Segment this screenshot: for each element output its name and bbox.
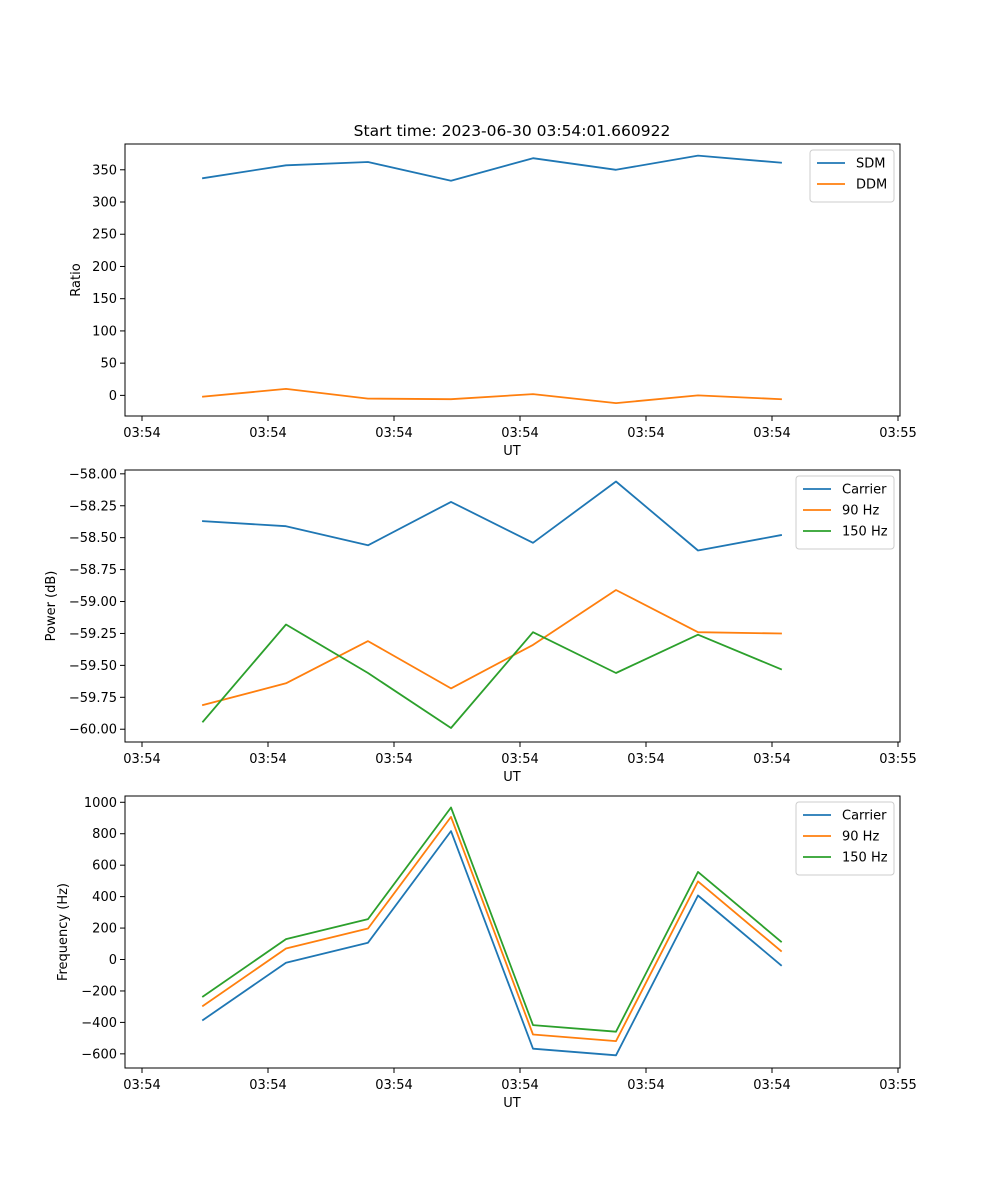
y-tick-label: 0	[109, 389, 117, 404]
y-tick-label: 0	[109, 953, 117, 968]
x-tick-label: 03:54	[249, 752, 286, 767]
x-tick-label: 03:54	[753, 426, 790, 441]
x-tick-label: 03:55	[879, 1078, 916, 1093]
y-tick-label: 400	[92, 890, 117, 905]
legend: Carrier 90 Hz 150 Hz	[795, 475, 895, 550]
series-line-2-3	[201, 623, 783, 729]
legend: Carrier 90 Hz 150 Hz	[795, 801, 895, 876]
x-tick-label: 03:54	[123, 1078, 160, 1093]
y-tick-label: 150	[92, 292, 117, 307]
y-tick-label: −60.00	[69, 723, 117, 738]
series-line-1-2	[202, 387, 782, 405]
x-axis-label: UT	[503, 1096, 521, 1111]
legend-entry: Carrier	[842, 483, 887, 498]
x-tick-label: 03:55	[879, 426, 916, 441]
x-tick-label: 03:54	[375, 1078, 412, 1093]
y-tick-label: 200	[92, 260, 117, 275]
figure-title: Start time: 2023-06-30 03:54:01.660922	[354, 122, 671, 140]
legend: SDM DDM	[809, 149, 895, 203]
legend-entry: 150 Hz	[842, 851, 888, 866]
y-tick-label: 600	[92, 859, 117, 874]
x-tick-label: 03:54	[627, 752, 664, 767]
y-tick-label: 100	[92, 324, 117, 339]
x-tick-label: 03:54	[627, 1078, 664, 1093]
legend-entry: DDM	[856, 178, 887, 193]
x-tick-label: 03:54	[501, 426, 538, 441]
legend-entry: Carrier	[842, 809, 887, 824]
y-tick-label: −600	[81, 1047, 117, 1062]
series-line-1-1	[201, 154, 782, 182]
y-axis-label: Frequency (Hz)	[56, 883, 71, 981]
legend-entry: 150 Hz	[842, 525, 888, 540]
x-tick-label: 03:54	[501, 752, 538, 767]
y-tick-label: −58.00	[69, 467, 117, 482]
y-tick-label: 250	[92, 228, 117, 243]
y-tick-label: −59.25	[69, 627, 117, 642]
series-line-3-1	[201, 830, 783, 1057]
y-tick-label: 1000	[84, 796, 117, 811]
chart-panel-1: 03:54 03:54 03:54 03:54 03:54 03:54 03:55 0 50 10…	[69, 143, 917, 459]
x-axis-label: UT	[503, 444, 521, 459]
x-tick-label: 03:54	[753, 1078, 790, 1093]
chart-panel-2: 03:54 03:54 03:54 03:54 03:54 03:54 03:55 −60.0…	[44, 467, 917, 785]
axes-frame	[124, 795, 901, 1069]
chart-panel-3: 03:54 03:54 03:54 03:54 03:54 03:54 03:55 −600 −…	[56, 795, 917, 1111]
y-tick-label: −58.50	[69, 531, 117, 546]
x-tick-label: 03:54	[375, 426, 412, 441]
y-tick-label: −200	[81, 984, 117, 999]
legend-entry: 90 Hz	[842, 504, 879, 519]
chart-panels: 03:54 03:54 03:54 03:54 03:54 03:54 03:55 0 50 10…	[44, 143, 917, 1111]
series-line-3-3	[201, 806, 783, 1033]
y-tick-label: −58.25	[69, 499, 117, 514]
series-line-2-1	[202, 480, 783, 552]
series-line-2-2	[201, 589, 782, 707]
legend-entry: SDM	[856, 157, 885, 172]
x-tick-label: 03:54	[627, 426, 664, 441]
x-tick-label: 03:54	[753, 752, 790, 767]
y-tick-label: 350	[92, 163, 117, 178]
y-tick-label: −59.00	[69, 595, 117, 610]
y-tick-label: 800	[92, 827, 117, 842]
y-tick-label: −58.75	[69, 563, 117, 578]
x-tick-label: 03:55	[879, 752, 916, 767]
x-tick-label: 03:54	[501, 1078, 538, 1093]
y-tick-label: −400	[81, 1016, 117, 1031]
legend-entry: 90 Hz	[842, 830, 879, 845]
y-tick-label: −59.75	[69, 691, 117, 706]
x-tick-label: 03:54	[123, 426, 160, 441]
x-tick-label: 03:54	[123, 752, 160, 767]
y-axis-label: Ratio	[69, 263, 84, 296]
y-tick-label: 50	[100, 357, 117, 372]
y-tick-label: −59.50	[69, 659, 117, 674]
series-line-3-2	[201, 816, 783, 1042]
axes-frame	[124, 469, 901, 743]
x-tick-label: 03:54	[249, 1078, 286, 1093]
y-tick-label: 300	[92, 196, 117, 211]
y-tick-label: 200	[92, 922, 117, 937]
x-axis-label: UT	[503, 770, 521, 785]
x-tick-label: 03:54	[375, 752, 412, 767]
x-tick-label: 03:54	[249, 426, 286, 441]
y-axis-label: Power (dB)	[44, 571, 59, 642]
axes-frame	[124, 143, 901, 417]
